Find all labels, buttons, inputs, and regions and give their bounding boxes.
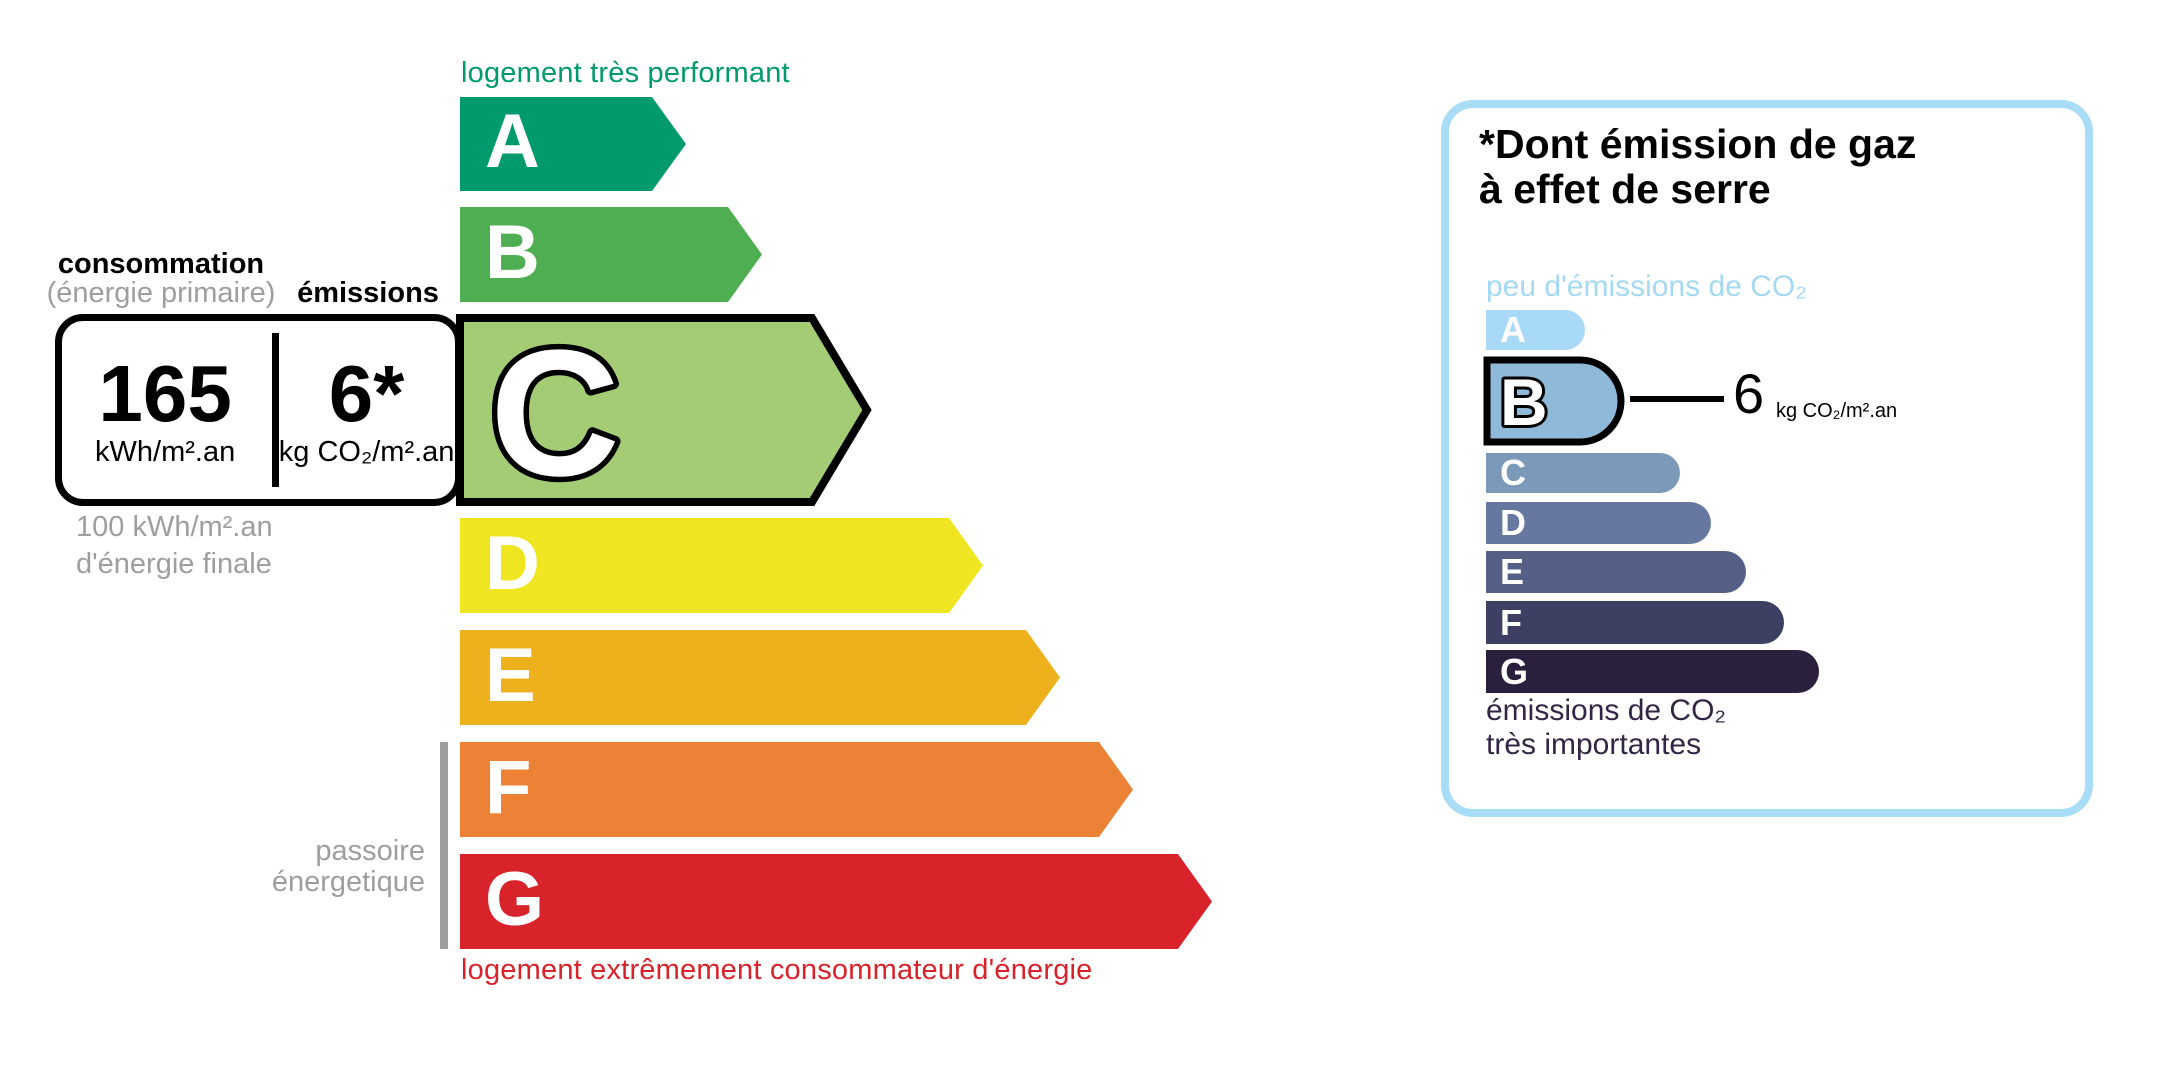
emissions-cell: 6* kg CO₂/m².an (278, 321, 455, 499)
co2-value-unit: kg CO₂/m².an (1776, 400, 1898, 422)
energy-bar-e-letter: E (485, 632, 536, 718)
consumption-subheader: (énergie primaire) (46, 277, 276, 309)
co2-title-line2: à effet de serre (1479, 166, 1771, 213)
co2-bar-a-letter: A (1500, 309, 1526, 350)
energy-bar-g: G (460, 854, 1212, 949)
passoire-label-line2: énergetique (271, 866, 425, 899)
energy-bar-c-selected: C (456, 314, 872, 506)
co2-bar-b-letter: B (1500, 365, 1548, 439)
emissions-value: 6* (328, 348, 405, 438)
co2-bar-g: G (1486, 650, 1819, 693)
energy-bar-f-letter: F (485, 744, 532, 830)
energy-bar-g-letter: G (485, 856, 545, 942)
top-performance-note: logement très performant (461, 57, 790, 89)
passoire-label-line1: passoire (315, 835, 425, 867)
co2-bar-e-letter: E (1500, 551, 1525, 592)
final-energy-line1: 100 kWh/m².an (76, 511, 273, 543)
co2-bar-d: D (1486, 502, 1711, 544)
energy-bar-b-letter: B (485, 209, 540, 295)
value-box-divider (272, 333, 279, 487)
co2-value-connector-line (1630, 396, 1724, 402)
co2-high-note: émissions de CO₂ très importantes (1486, 694, 1726, 761)
passoire-label: passoire énergetique (205, 835, 425, 899)
consumption-cell: 165 kWh/m².an (62, 321, 268, 499)
co2-value: 6 (1733, 362, 1765, 425)
co2-bar-g-letter: G (1500, 650, 1529, 692)
co2-bar-f: F (1486, 601, 1784, 644)
consumption-value: 165 (98, 348, 232, 438)
emissions-unit: kg CO₂/m².an (278, 435, 455, 468)
energy-bar-e: E (460, 630, 1060, 725)
bottom-consumer-note: logement extrêmement consommateur d'éner… (461, 954, 1093, 986)
co2-bar-d-letter: D (1500, 502, 1526, 543)
co2-bar-b-shape (1483, 356, 1625, 446)
co2-bar-e: E (1486, 551, 1746, 593)
co2-bar-a: A (1486, 310, 1585, 350)
co2-high-note-line2: très importantes (1486, 727, 1702, 761)
final-energy-note: 100 kWh/m².an d'énergie finale (76, 509, 273, 582)
dpe-value-box: 165 kWh/m².an 6* kg CO₂/m².an (55, 314, 462, 506)
energy-bar-f: F (460, 742, 1133, 837)
co2-bar-c-letter: C (1500, 452, 1526, 493)
consumption-header: consommation (57, 248, 265, 280)
co2-bar-c: C (1486, 453, 1680, 493)
co2-panel: *Dont émission de gaz à effet de serre p… (1441, 100, 2093, 817)
energy-bar-c-letter: C (490, 314, 620, 506)
emissions-header: émissions (297, 277, 439, 309)
energy-bar-a-letter: A (485, 99, 540, 184)
co2-high-note-line1: émissions de CO₂ (1486, 694, 1727, 727)
co2-panel-title: *Dont émission de gaz à effet de serre (1479, 121, 1917, 213)
energy-bar-a: A (460, 97, 686, 191)
co2-low-note: peu d'émissions de CO₂ (1486, 270, 1807, 303)
co2-bar-b-selected: B (1483, 356, 1625, 446)
co2-title-line1: *Dont émission de gaz (1479, 121, 1917, 167)
passoire-bracket-bar (440, 742, 448, 949)
co2-bar-f-letter: F (1500, 601, 1522, 643)
energy-bar-b: B (460, 207, 762, 302)
final-energy-line2: d'énergie finale (76, 547, 272, 580)
consumption-unit: kWh/m².an (95, 435, 236, 468)
energy-bar-d-letter: D (485, 520, 540, 606)
energy-bar-d: D (460, 518, 983, 613)
